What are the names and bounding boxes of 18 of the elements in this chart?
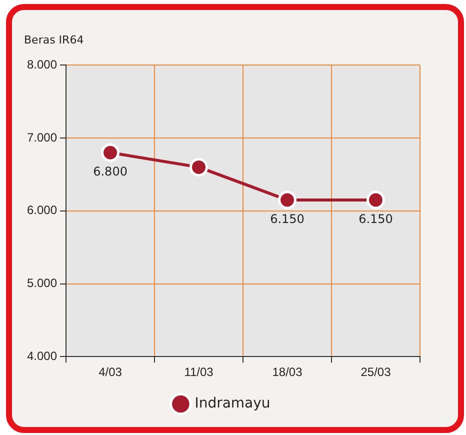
legend-label: Indramayu: [194, 396, 270, 412]
y-tick-label: 6.000: [27, 203, 58, 218]
y-tick-label: 5.000: [27, 276, 58, 290]
data-label: 6.150: [358, 212, 393, 226]
data-label: 6.150: [270, 212, 304, 226]
point: [278, 190, 297, 210]
point: [190, 158, 208, 176]
x-tick-label: 25/03: [360, 365, 392, 380]
data-label: 6.800: [93, 164, 128, 179]
point: [366, 190, 386, 210]
point: [101, 143, 120, 162]
x-tick-label: 11/03: [184, 365, 214, 380]
x-tick-label: 4/03: [98, 365, 122, 380]
y-tick-label: 7.000: [27, 130, 58, 144]
y-tick-label: 4.000: [27, 348, 58, 363]
x-tick-label: 18/03: [272, 365, 303, 380]
y-tick-label: 8.000: [27, 58, 58, 72]
chart-title: Beras IR64: [24, 33, 84, 46]
